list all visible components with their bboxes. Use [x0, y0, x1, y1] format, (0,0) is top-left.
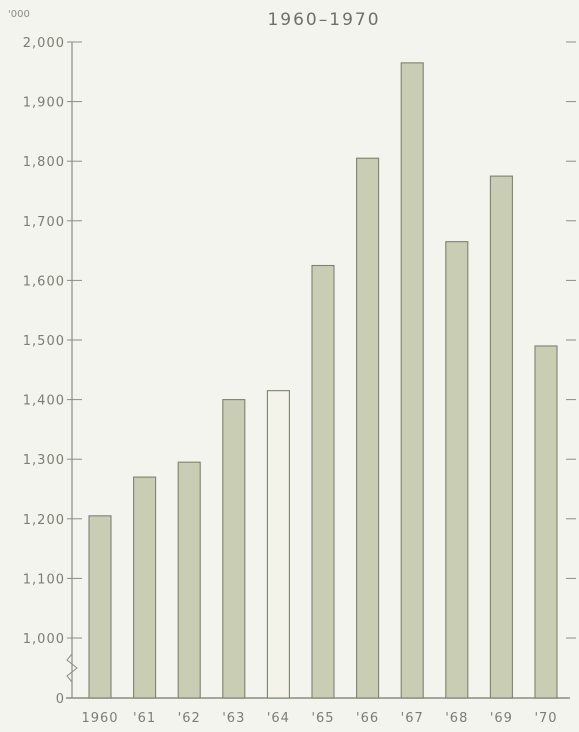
x-tick-label: '66	[356, 711, 379, 726]
bar	[266, 390, 290, 699]
bar	[489, 175, 513, 699]
y-tick-label: 1,000	[23, 632, 65, 647]
y-tick-label: 1,900	[23, 96, 65, 111]
chart-subtitle: 1960–1970	[267, 10, 380, 30]
x-tick-label: 1960	[81, 711, 118, 726]
y-tick-label: 2,000	[23, 36, 65, 51]
bar	[311, 264, 335, 699]
bars	[88, 62, 558, 699]
x-axis-labels: 1960 '61 '62 '63 '64 '65 '66 '67 '68 '69 '70	[81, 711, 557, 726]
y-tick-label: 1,700	[23, 215, 65, 230]
x-tick-label: '64	[267, 711, 290, 726]
y-tick-label: 1,200	[23, 513, 65, 528]
y-tick-label: 1,400	[23, 394, 65, 409]
y-tick-label: 1,100	[23, 572, 65, 587]
bar	[88, 515, 112, 699]
bar	[534, 345, 558, 699]
x-tick-label: '65	[311, 711, 334, 726]
x-tick-label: '68	[445, 711, 468, 726]
axis-break-mark	[66, 653, 78, 683]
y-tick-label: 1,300	[23, 453, 65, 468]
x-tick-label: '61	[133, 711, 156, 726]
y-tick-label: 0	[56, 692, 65, 707]
x-tick-label: '67	[401, 711, 424, 726]
bar	[222, 399, 246, 699]
bar	[445, 241, 469, 699]
bar	[133, 476, 157, 699]
y-tick-label: 1,600	[23, 274, 65, 289]
bar	[177, 461, 201, 699]
bar	[356, 157, 380, 699]
bar	[400, 62, 424, 699]
x-tick-label: '63	[222, 711, 245, 726]
y-unit-label: '000	[8, 9, 30, 20]
x-tick-label: '70	[534, 711, 557, 726]
y-tick-label: 1,500	[23, 334, 65, 349]
y-tick-label: 1,800	[23, 155, 65, 170]
y-axis-labels: 0 1,000 1,100 1,200 1,300 1,400 1,500 1,600 1,70…	[23, 36, 65, 707]
x-tick-label: '69	[490, 711, 513, 726]
x-tick-label: '62	[178, 711, 201, 726]
